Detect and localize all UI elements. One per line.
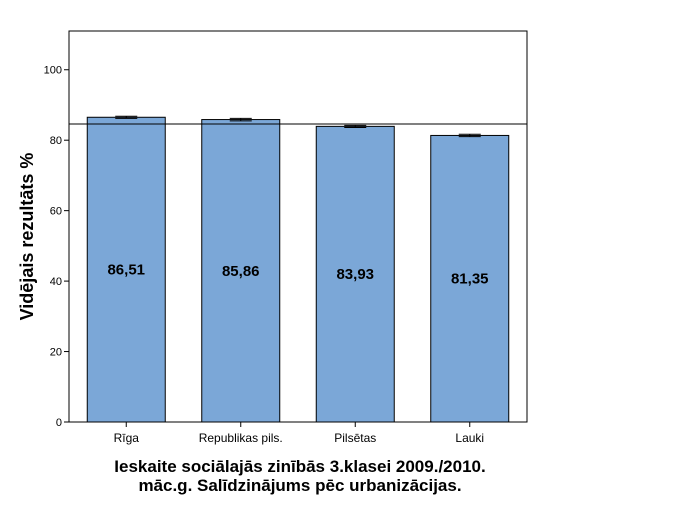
bar xyxy=(201,119,281,423)
chart-caption-line-2: māc.g. Salīdzinājums pēc urbanizācijas. xyxy=(138,476,462,495)
y-tick-label: 20 xyxy=(50,347,62,359)
y-axis-title: Vidējais rezultāts % xyxy=(17,153,37,321)
y-tick-label: 40 xyxy=(50,276,62,288)
y-axis: 0 20 40 60 80 100 xyxy=(44,65,69,429)
error-bars-group xyxy=(115,115,481,138)
x-tick-label: Lauki xyxy=(455,431,484,445)
data-labels-group: 86,51 85,86 83,93 81,35 xyxy=(107,262,488,288)
y-tick-label: 0 xyxy=(56,417,62,429)
y-tick-label: 100 xyxy=(44,65,62,77)
bar xyxy=(430,134,510,423)
y-tick-label: 80 xyxy=(50,135,62,147)
data-label: 85,86 xyxy=(222,263,260,280)
x-tick-label: Pilsētas xyxy=(334,431,376,445)
x-tick-label: Republikas pils. xyxy=(199,431,283,445)
y-tick-label: 60 xyxy=(50,206,62,218)
data-label: 86,51 xyxy=(107,262,145,279)
x-tick-label: Rīga xyxy=(114,431,140,445)
data-label: 81,35 xyxy=(451,271,489,288)
chart-caption-line-1: Ieskaite sociālajās zinībās 3.klasei 200… xyxy=(114,457,486,476)
x-axis: Rīga Republikas pils. Pilsētas Lauki xyxy=(114,422,484,445)
bar xyxy=(86,116,166,423)
data-label: 83,93 xyxy=(336,266,374,283)
